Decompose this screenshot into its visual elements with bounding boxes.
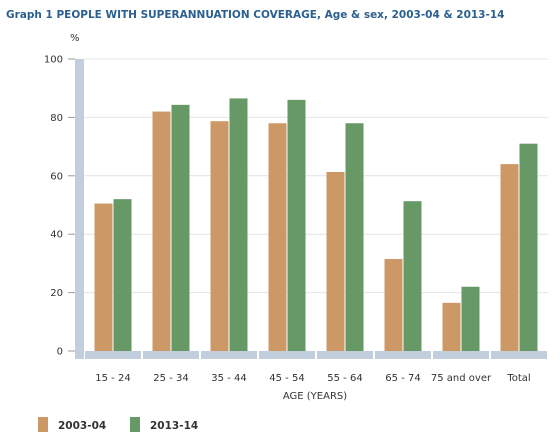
bar (113, 199, 132, 351)
y-axis-unit-label: % (70, 33, 80, 44)
x-axis-band-segment (85, 351, 141, 359)
x-tick-label: 75 and over (431, 373, 492, 384)
x-axis-band-segment (143, 351, 199, 359)
x-tick-label: 35 - 44 (211, 373, 246, 384)
bars-group (94, 98, 538, 352)
bar (229, 98, 248, 351)
x-tick-label: 65 - 74 (385, 373, 420, 384)
bar (345, 123, 364, 352)
bar (287, 99, 306, 351)
x-tick-labels: 15 - 24 25 - 34 35 - 44 45 - 54 55 - 64 65 - … (95, 373, 530, 384)
x-axis-band-segment (491, 351, 547, 359)
x-axis-title: AGE (YEARS) (283, 391, 347, 402)
bar (171, 104, 190, 352)
bar (442, 302, 461, 351)
legend-swatch (38, 417, 48, 432)
y-tick-label: 20 (50, 288, 63, 299)
y-tick-label: 80 (50, 113, 63, 124)
legend: 2003-04 2013-14 (38, 417, 198, 432)
bar (384, 259, 403, 351)
bar (519, 143, 538, 351)
x-axis (85, 351, 547, 359)
x-axis-band-segment (375, 351, 431, 359)
y-axis-band (75, 59, 84, 359)
x-axis-band-segment (201, 351, 257, 359)
bar (500, 164, 519, 351)
y-tick-label: 0 (57, 347, 63, 358)
x-axis-band-segment (259, 351, 315, 359)
legend-label: 2003-04 (58, 420, 106, 432)
bar (326, 172, 345, 351)
x-axis-band-segment (317, 351, 373, 359)
legend-swatch (130, 417, 140, 432)
x-tick-label: 25 - 34 (153, 373, 188, 384)
y-tick-label: 40 (50, 230, 63, 241)
legend-label: 2013-14 (150, 420, 198, 432)
bar (268, 123, 287, 352)
x-axis-band-segment (433, 351, 489, 359)
x-tick-label: 15 - 24 (95, 373, 130, 384)
x-tick-label: 55 - 64 (327, 373, 362, 384)
x-tick-label: 45 - 54 (269, 373, 304, 384)
x-tick-label: Total (506, 373, 530, 384)
y-axis: 0 20 40 60 80 100 (44, 55, 84, 359)
bar (210, 121, 229, 351)
y-tick-label: 60 (50, 171, 63, 182)
bar (152, 111, 171, 351)
bar (94, 203, 113, 351)
bar (461, 286, 480, 351)
y-tick-label: 100 (44, 55, 63, 66)
bar (403, 201, 422, 351)
chart-title: Graph 1 PEOPLE WITH SUPERANNUATION COVER… (6, 9, 505, 21)
